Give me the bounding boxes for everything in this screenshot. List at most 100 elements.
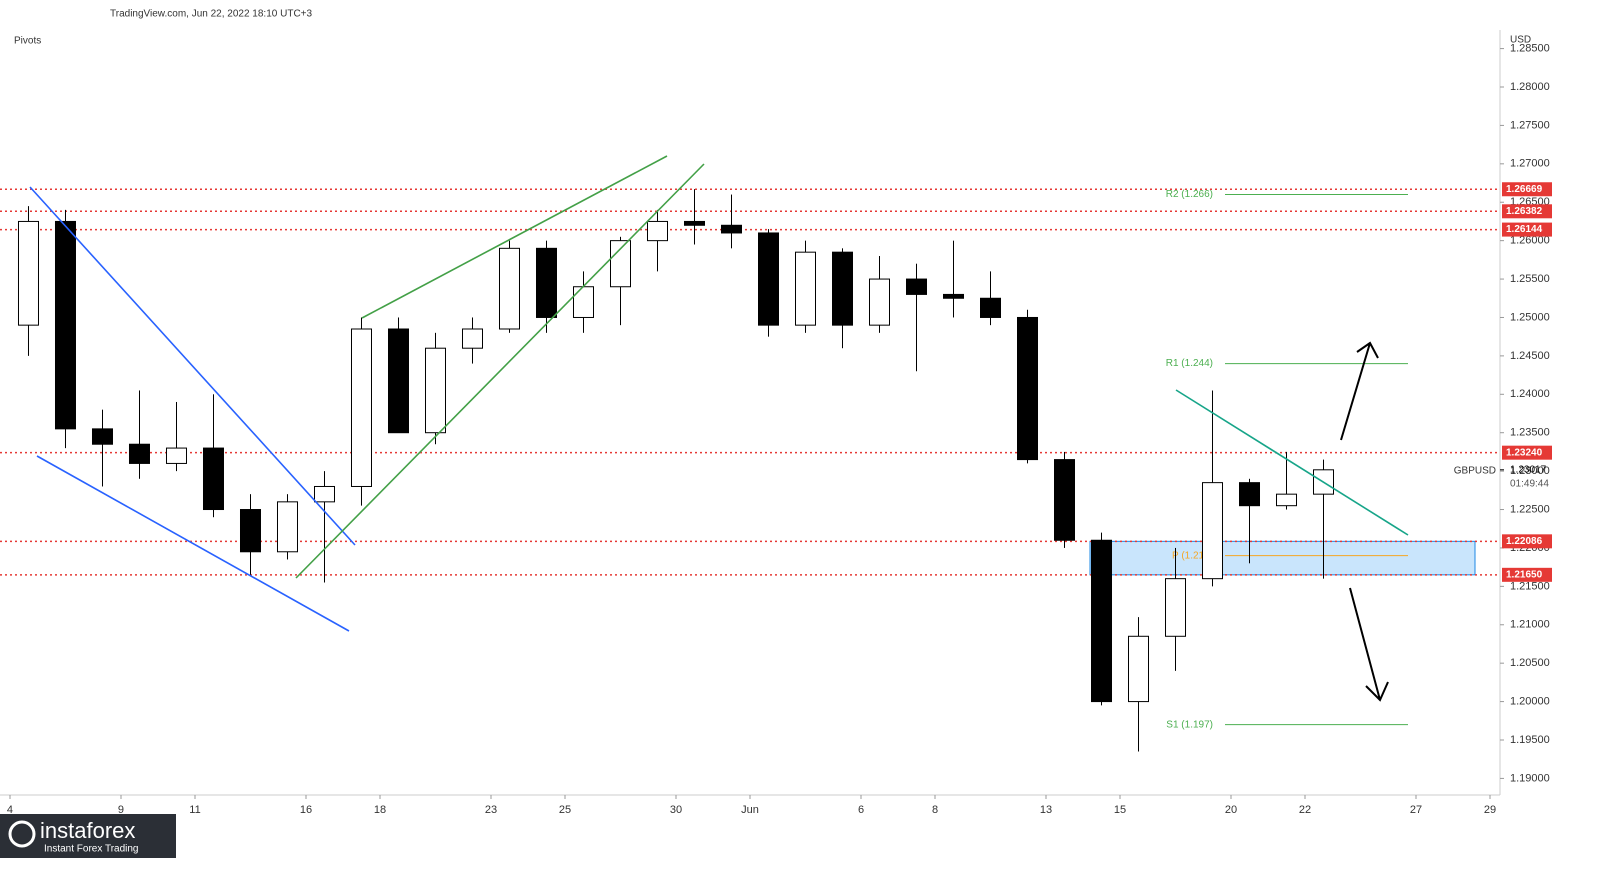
y-tick-label: 1.25000 — [1510, 311, 1550, 323]
candle-body — [943, 293, 965, 299]
last-price: 1.23017 — [1510, 464, 1547, 475]
y-tick-label: 1.24500 — [1510, 350, 1550, 362]
y-tick-label: 1.23500 — [1510, 427, 1550, 439]
candle-body — [350, 328, 372, 487]
arrow-up — [1340, 341, 1379, 441]
candle-body — [795, 251, 817, 326]
y-tick-label: 1.22500 — [1510, 503, 1550, 515]
level-label: 1.23240 — [1506, 447, 1543, 458]
y-tick-label: 1.19500 — [1510, 734, 1550, 746]
y-tick-label: 1.27000 — [1510, 158, 1550, 170]
candle-body — [128, 443, 150, 464]
countdown: 01:49:44 — [1510, 478, 1549, 489]
candle-body — [276, 501, 298, 553]
trendline — [29, 186, 356, 546]
support-zone — [1089, 540, 1476, 576]
pivot-label: S1 (1.197) — [1166, 719, 1213, 730]
x-tick-label: 25 — [559, 804, 571, 816]
x-tick-label: 27 — [1410, 804, 1422, 816]
candle-body — [1239, 482, 1261, 507]
indicator-name: Pivots — [14, 36, 41, 47]
candle-body — [17, 220, 39, 326]
y-tick-label: 1.21500 — [1510, 580, 1550, 592]
candle-body — [1128, 635, 1150, 703]
level-badge — [1502, 534, 1552, 549]
trendline — [295, 163, 705, 579]
x-tick-label: 15 — [1114, 804, 1126, 816]
x-tick-label: Jun — [741, 804, 759, 816]
brand-box — [0, 814, 176, 858]
y-tick-label: 1.23000 — [1510, 465, 1550, 477]
candle-body — [1165, 578, 1187, 637]
pivot-label: R1 (1.244) — [1166, 358, 1213, 369]
x-tick-label: 18 — [374, 804, 386, 816]
candle-body — [387, 328, 409, 434]
brand-name: instaforex — [40, 818, 135, 843]
candle-body — [1017, 316, 1039, 461]
x-tick-label: 6 — [858, 804, 864, 816]
candle-body — [535, 247, 557, 318]
candle-body — [869, 278, 891, 326]
y-tick-label: 1.21000 — [1510, 619, 1550, 631]
candle-body — [832, 251, 854, 326]
x-tick-label: 20 — [1225, 804, 1237, 816]
candle-body — [424, 347, 446, 434]
x-tick-label: 13 — [1040, 804, 1052, 816]
y-tick-label: 1.24000 — [1510, 388, 1550, 400]
y-tick-label: 1.28500 — [1510, 42, 1550, 54]
candle-body — [313, 485, 335, 503]
x-tick-label: 30 — [670, 804, 682, 816]
header: TradingView.com, Jun 22, 2022 18:10 UTC+… — [110, 9, 313, 20]
candle-body — [1054, 459, 1076, 541]
x-tick-label: 8 — [932, 804, 938, 816]
candle-body — [461, 328, 483, 349]
x-tick-label: 9 — [118, 804, 124, 816]
brand-tagline: Instant Forex Trading — [44, 844, 139, 855]
symbol-label: GBPUSD — [1454, 466, 1496, 477]
pivot-label: R2 (1.266) — [1166, 189, 1213, 200]
candle-body — [1091, 539, 1113, 703]
trendline — [1175, 389, 1409, 536]
brand-icon — [8, 820, 36, 848]
x-tick-label: 11 — [189, 804, 200, 816]
arrow-down — [1349, 587, 1389, 702]
candle-body — [646, 220, 668, 242]
y-tick-label: 1.27500 — [1510, 119, 1550, 131]
candle-body — [202, 447, 224, 511]
level-badge — [1502, 182, 1552, 197]
currency: USD — [1510, 35, 1531, 46]
level-label: 1.26669 — [1506, 184, 1543, 195]
y-tick-label: 1.25500 — [1510, 273, 1550, 285]
x-tick-label: 4 — [7, 804, 13, 816]
level-label: 1.26382 — [1506, 206, 1543, 217]
candle-body — [54, 220, 76, 430]
level-badge — [1502, 222, 1552, 237]
y-tick-label: 1.19000 — [1510, 772, 1550, 784]
candle-body — [498, 247, 520, 330]
drawings — [29, 155, 1409, 702]
level-label: 1.21650 — [1506, 569, 1543, 580]
y-tick-label: 1.20500 — [1510, 657, 1550, 669]
candle-body — [980, 297, 1002, 318]
level-badge — [1502, 445, 1552, 460]
y-tick-label: 1.20000 — [1510, 695, 1550, 707]
candle-body — [1276, 493, 1298, 507]
x-tick-label: 23 — [485, 804, 497, 816]
level-label: 1.22086 — [1506, 536, 1543, 547]
level-badge — [1502, 204, 1552, 219]
y-tick-label: 1.26000 — [1510, 235, 1550, 247]
candle-body — [1202, 482, 1224, 580]
level-badge — [1502, 567, 1552, 582]
candle-body — [572, 286, 594, 318]
trendline — [361, 155, 668, 319]
candle-body — [683, 220, 705, 226]
x-tick-label: 29 — [1484, 804, 1496, 816]
x-tick-label: 22 — [1299, 804, 1311, 816]
trendline — [36, 455, 350, 632]
brand: instaforex Instant Forex Trading — [0, 814, 176, 858]
x-tick-label: 16 — [300, 804, 312, 816]
pivot-label: P (1.219) — [1172, 550, 1213, 561]
